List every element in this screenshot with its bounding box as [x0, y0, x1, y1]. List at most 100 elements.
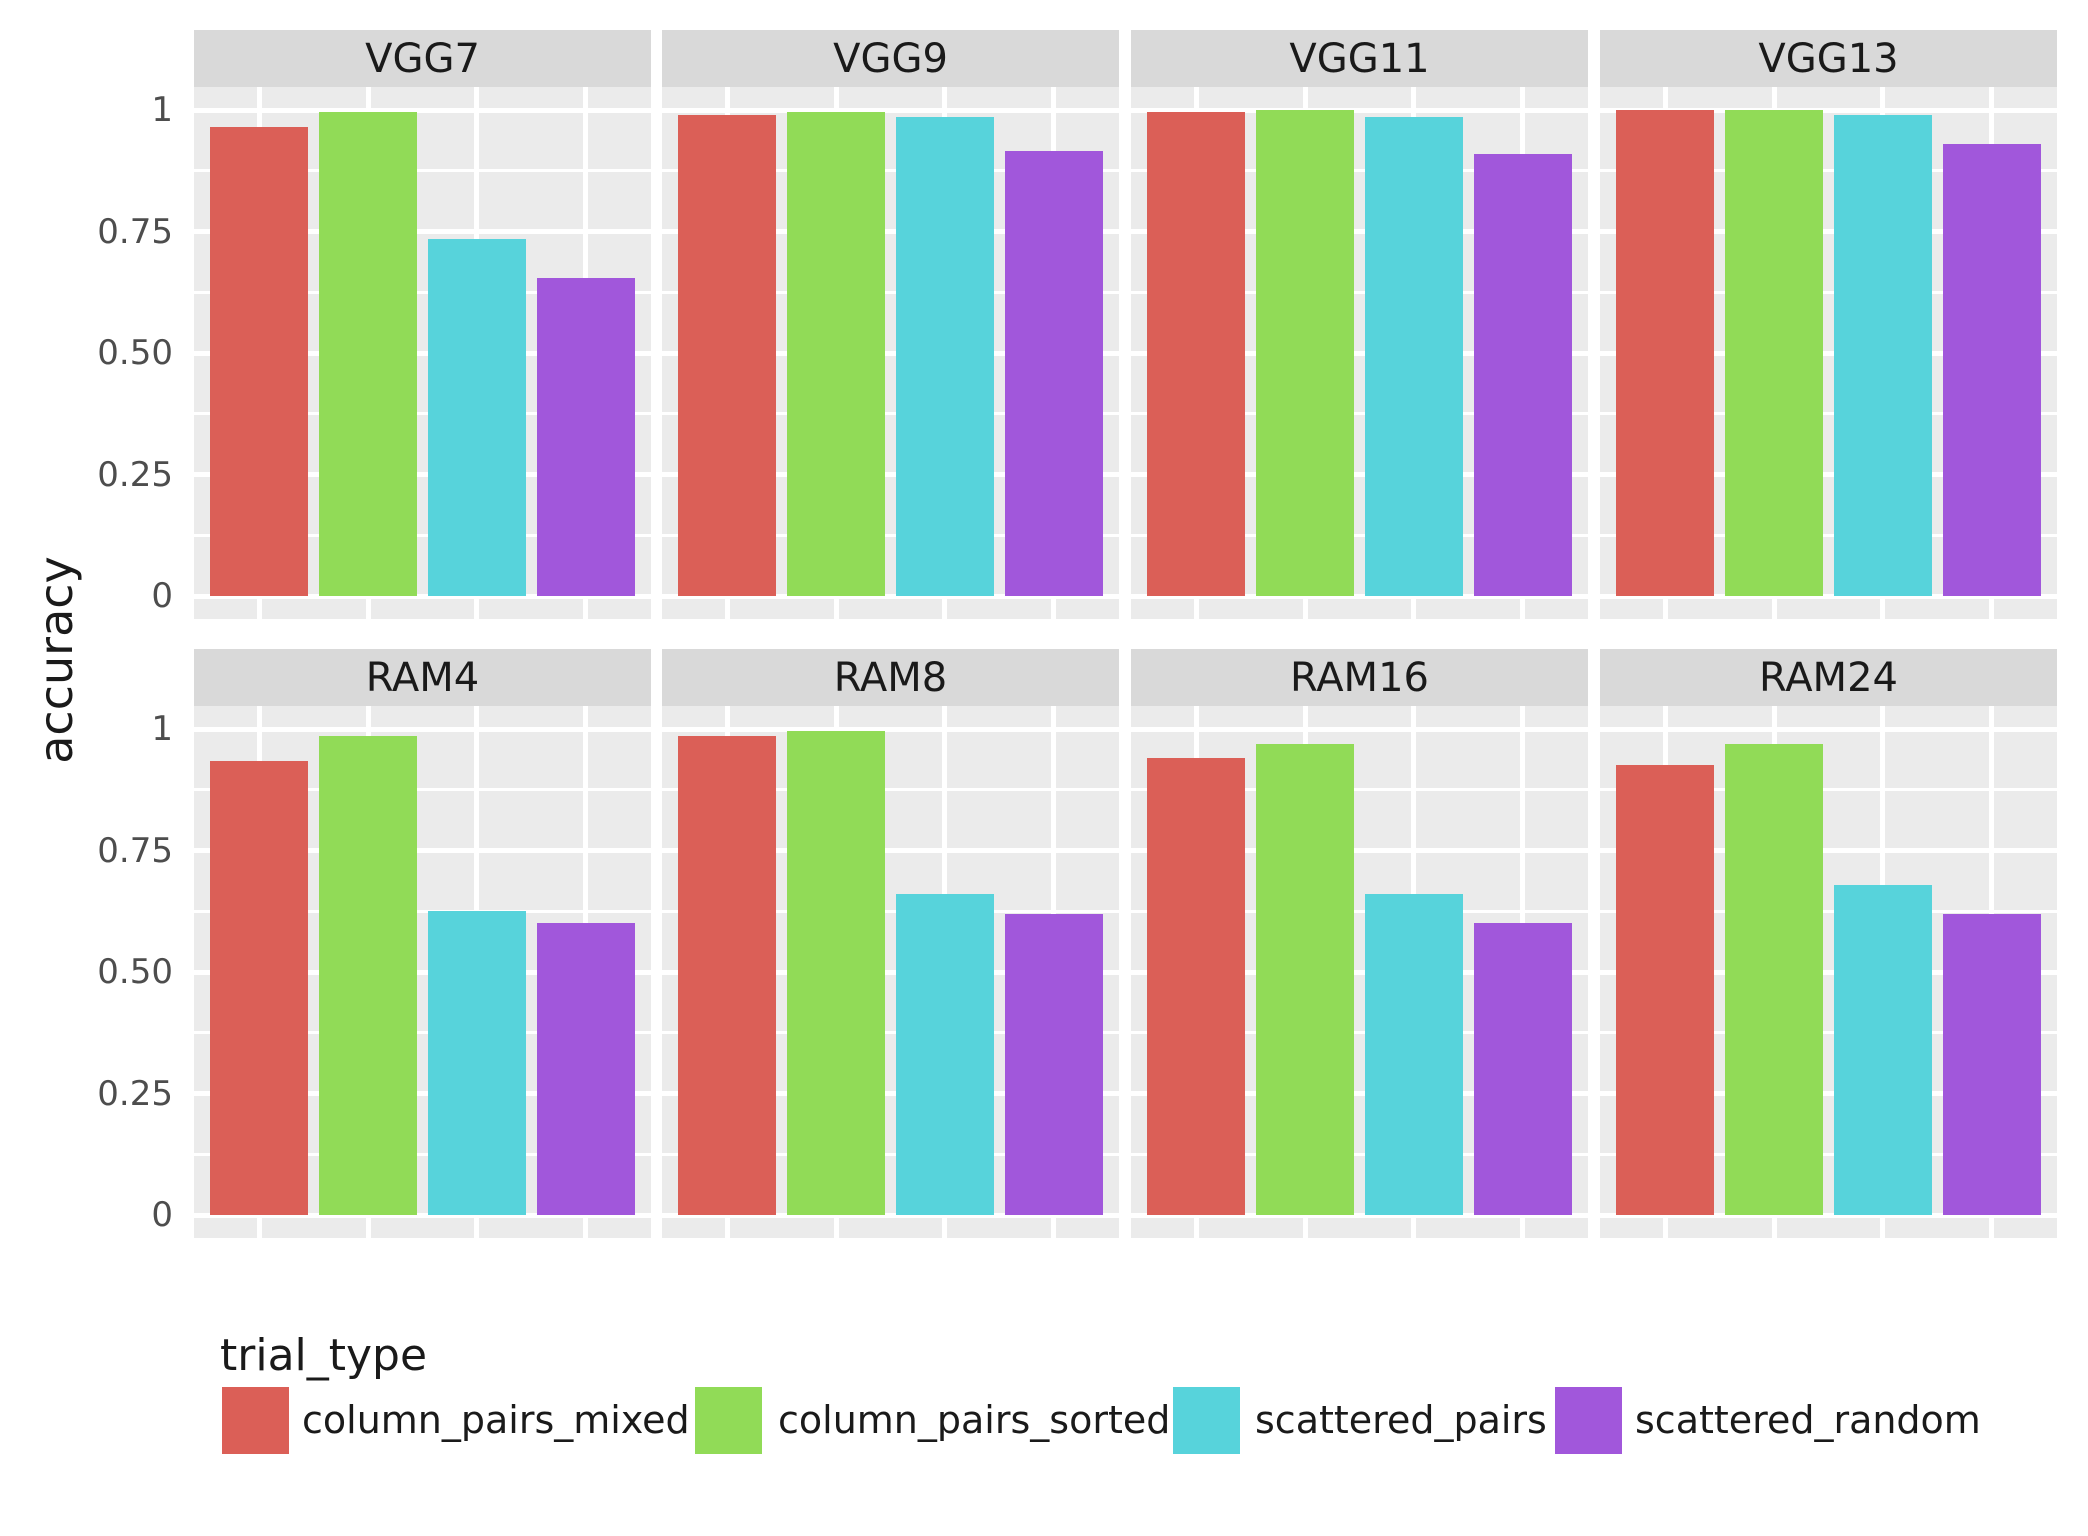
gridline-minor	[194, 788, 651, 792]
bar-column_pairs_mixed	[1616, 110, 1715, 596]
legend-label: scattered_pairs	[1255, 1398, 1547, 1442]
legend-key	[1173, 1387, 1240, 1454]
y-tick-label: 0.75	[97, 211, 173, 252]
facet-strip-label: VGG11	[1289, 35, 1430, 82]
facet-strip-label: RAM16	[1290, 654, 1429, 701]
bar-column_pairs_mixed	[1147, 112, 1246, 596]
gridline-major	[1600, 229, 2057, 234]
gridline-minor	[194, 1152, 651, 1156]
bar-column_pairs_sorted	[1256, 743, 1355, 1215]
bar-column_pairs_sorted	[319, 736, 418, 1215]
legend-key	[1555, 1387, 1622, 1454]
gridline-major	[1600, 969, 2057, 975]
bar-scattered_pairs	[1833, 884, 1932, 1215]
y-tick-label: 1	[151, 709, 173, 749]
gridline-minor	[1131, 169, 1588, 173]
legend-label: column_pairs_mixed	[302, 1398, 690, 1442]
y-tick-label: 1	[151, 90, 173, 130]
bar-column_pairs_sorted	[787, 112, 886, 596]
facet-strip-label: VGG9	[833, 35, 948, 82]
gridline-minor	[1131, 1152, 1588, 1156]
gridline-minor	[662, 533, 1119, 537]
gridline-minor	[1131, 909, 1588, 913]
bar-scattered_pairs	[1833, 114, 1932, 596]
gridline-minor	[1600, 290, 2057, 294]
gridline-major	[194, 593, 651, 599]
bar-scattered_pairs	[1364, 894, 1463, 1215]
bar-column_pairs_mixed	[1147, 758, 1246, 1215]
gridline-major	[194, 472, 651, 477]
facet-panel	[1131, 87, 1588, 619]
gridline-minor	[194, 533, 651, 537]
gridline-major	[1131, 1091, 1588, 1096]
legend-key	[222, 1387, 289, 1454]
gridline-major	[662, 229, 1119, 234]
bar-scattered_random	[536, 923, 635, 1215]
facet-strip: VGG13	[1600, 30, 2057, 87]
bar-scattered_pairs	[427, 238, 526, 596]
bar-column_pairs_sorted	[787, 731, 886, 1215]
gridline-major	[1131, 848, 1588, 853]
facet-panel	[1600, 706, 2057, 1238]
bar-column_pairs_mixed	[210, 760, 309, 1215]
facet-strip-label: RAM24	[1759, 654, 1898, 701]
bar-column_pairs_sorted	[1725, 110, 1824, 596]
gridline-minor	[662, 1031, 1119, 1035]
bar-scattered_random	[1473, 923, 1572, 1215]
gridline-minor	[662, 788, 1119, 792]
facet-strip-label: RAM4	[365, 654, 480, 701]
facet-strip-label: VGG7	[365, 35, 480, 82]
gridline-major	[1131, 107, 1588, 113]
bar-column_pairs_sorted	[319, 112, 418, 596]
y-tick-label: 0.50	[97, 333, 173, 373]
facet-panel	[662, 87, 1119, 619]
gridline-minor	[194, 290, 651, 294]
gridline-major	[1600, 472, 2057, 477]
bar-scattered_random	[1942, 144, 2041, 596]
bar-scattered_pairs	[427, 911, 526, 1215]
gridline-minor	[194, 1031, 651, 1035]
bar-scattered_pairs	[895, 117, 994, 596]
bar-column_pairs_mixed	[1616, 765, 1715, 1215]
gridline-major	[662, 472, 1119, 477]
gridline-minor	[1131, 1031, 1588, 1035]
facet-strip: VGG11	[1131, 30, 1588, 87]
y-tick-label: 0.25	[97, 1073, 173, 1114]
gridline-major	[1131, 1212, 1588, 1218]
gridline-major	[194, 848, 651, 853]
gridline-major	[194, 350, 651, 356]
gridline-minor	[1131, 533, 1588, 537]
facet-strip: VGG7	[194, 30, 651, 87]
y-tick-label: 0	[151, 1195, 173, 1235]
facet-panel	[194, 706, 651, 1238]
gridline-major	[662, 593, 1119, 599]
bar-scattered_pairs	[1364, 117, 1463, 596]
legend-key	[695, 1387, 762, 1454]
facet-strip: RAM16	[1131, 649, 1588, 706]
facet-strip: RAM4	[194, 649, 651, 706]
gridline-minor	[1131, 788, 1588, 792]
gridline-major	[1131, 229, 1588, 234]
facet-panel	[194, 87, 651, 619]
gridline-minor	[194, 909, 651, 913]
gridline-major	[662, 1091, 1119, 1096]
gridline-major	[662, 848, 1119, 853]
legend-label: scattered_random	[1635, 1398, 1981, 1442]
gridline-major	[194, 1212, 651, 1218]
facet-panel	[662, 706, 1119, 1238]
facet-panel	[1600, 87, 2057, 619]
gridline-major	[1600, 726, 2057, 732]
gridline-minor	[1131, 412, 1588, 416]
gridline-major	[1600, 593, 2057, 599]
gridline-major	[1131, 593, 1588, 599]
gridline-minor	[194, 169, 651, 173]
bar-scattered_random	[536, 277, 635, 596]
gridline-minor	[662, 169, 1119, 173]
gridline-major	[1600, 1091, 2057, 1096]
facet-strip: VGG9	[662, 30, 1119, 87]
legend-title: trial_type	[220, 1330, 428, 1381]
y-tick-label: 0.25	[97, 454, 173, 495]
y-tick-label: 0.50	[97, 952, 173, 992]
bar-column_pairs_mixed	[210, 127, 309, 596]
